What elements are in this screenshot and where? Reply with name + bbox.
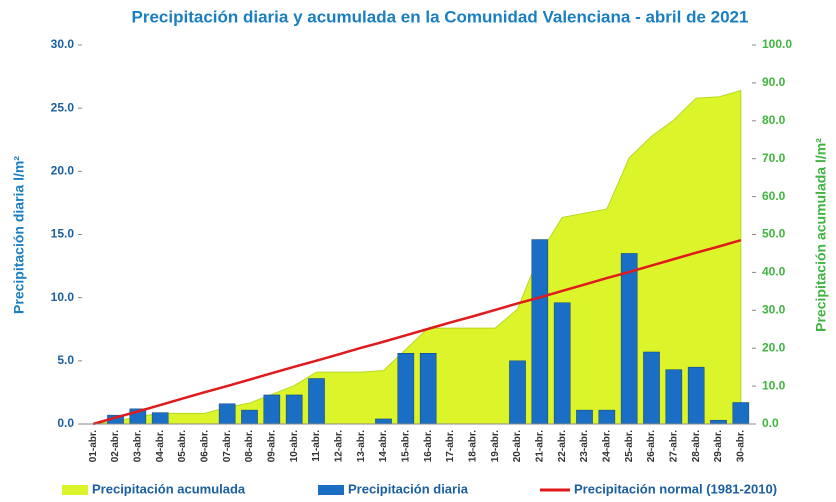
line [92,238,742,426]
x-tick-label: 06-abr. [199,430,210,462]
x-tick-label: 19-abr. [490,430,501,462]
bar [263,394,281,425]
legend-swatch [62,485,88,495]
x-tick-label: 16-abr. [423,430,434,462]
bar [375,418,392,425]
x-tick-label: 23-abr. [579,430,590,462]
bar [419,353,437,425]
y2-tick-label: 60.0 [762,189,786,203]
bar [531,239,549,425]
bar [308,378,325,425]
y-tick-label: 0.0 [57,416,74,430]
x-tick-label: 08-abr. [244,430,255,462]
x-tick-label: 17-abr. [445,430,456,462]
y2-tick-label: 10.0 [762,378,786,392]
x-tick-label: 20-abr. [512,430,523,462]
bar [687,366,705,425]
x-tick-label: 18-abr. [467,430,478,462]
bar [285,394,303,425]
x-tick-label: 30-abr. [735,430,746,462]
bar [665,369,683,425]
bar [576,409,593,425]
bar [598,409,616,425]
x-tick-label: 21-abr. [534,430,545,462]
x-tick-label: 22-abr. [557,430,568,462]
chart-title: Precipitación diaria y acumulada en la C… [132,7,749,26]
x-tick-label: 15-abr. [400,430,411,462]
x-tick-label: 01-abr. [88,430,99,462]
y2-tick-label: 20.0 [762,340,786,354]
bar [620,253,638,425]
y2-tick-label: 50.0 [762,227,786,241]
x-tick-label: 26-abr. [646,430,657,462]
x-tick-label: 11-abr. [311,430,322,462]
area [93,89,742,425]
x-tick-label: 29-abr. [713,430,724,462]
x-tick-label: 24-abr. [601,430,612,462]
bar [151,412,169,425]
y2-tick-label: 0.0 [762,416,779,430]
x-tick-label: 13-abr. [356,430,367,462]
legend-swatch [318,485,344,495]
x-tick-label: 07-abr. [222,430,233,462]
y-tick-label: 30.0 [51,37,75,51]
y2-tick-label: 40.0 [762,265,786,279]
bar [218,403,236,425]
y2-tick-label: 90.0 [762,75,786,89]
y-tick-label: 10.0 [51,290,75,304]
x-tick-label: 02-abr. [110,430,121,462]
x-tick-label: 28-abr. [691,430,702,462]
y-tick-label: 5.0 [57,353,74,367]
x-tick-label: 25-abr. [624,430,635,462]
y2-tick-label: 30.0 [762,302,786,316]
bar [732,402,750,425]
bar [241,409,258,425]
y2-tick-label: 70.0 [762,151,786,165]
legend-label: Precipitación acumulada [92,481,246,496]
y-tick-label: 25.0 [51,100,75,114]
legend-label: Precipitación diaria [348,481,469,496]
y-tick-label: 20.0 [51,164,75,178]
y2-tick-label: 100.0 [762,37,792,51]
bar [643,351,660,425]
y-tick-label: 15.0 [51,227,75,241]
x-tick-label: 03-abr. [132,430,143,462]
x-tick-label: 14-abr. [378,430,389,462]
y2-tick-label: 80.0 [762,113,786,127]
y2-axis-label: Precipitación acumulada l/m² [813,138,829,332]
bar [710,419,727,425]
x-tick-label: 12-abr. [333,430,344,462]
bar [397,353,415,425]
x-tick-label: 09-abr. [266,430,277,462]
x-tick-label: 04-abr. [155,430,166,462]
x-tick-label: 10-abr. [289,430,300,462]
bar [553,302,571,425]
legend-label: Precipitación normal (1981-2010) [574,481,777,496]
y-axis-label: Precipitación diaria l/m² [11,156,27,314]
bar [509,360,526,425]
x-tick-label: 27-abr. [668,430,679,462]
x-tick-label: 05-abr. [177,430,188,462]
